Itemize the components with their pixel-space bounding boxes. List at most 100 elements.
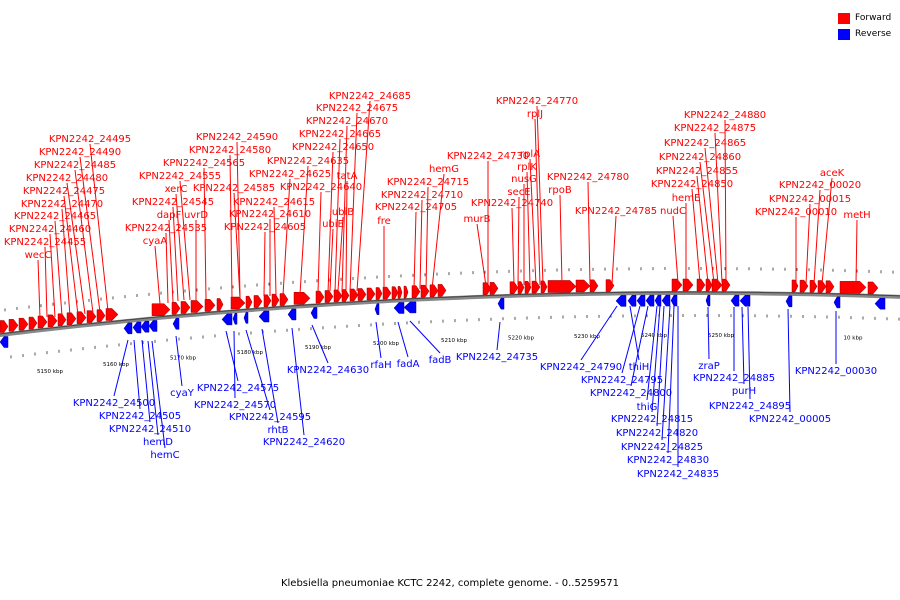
forward-gene-arrow: [671, 278, 683, 292]
forward-label-leader: [273, 206, 277, 296]
forward-gene-arrow: [809, 280, 818, 293]
reverse-label-leader: [375, 321, 382, 359]
forward-gene-label: uvrD: [184, 210, 208, 221]
forward-label-leader: [327, 151, 334, 294]
forward-gene-arrow: [204, 299, 216, 312]
reverse-gene-label: KPN2242_00030: [795, 366, 877, 377]
forward-gene-arrow: [279, 293, 289, 306]
forward-label-leader: [341, 125, 348, 293]
reverse-gene-label: KPN2242_24790: [540, 362, 622, 373]
reverse-gene-label: KPN2242_24620: [263, 437, 345, 448]
forward-gene-label: KPN2242_24545: [132, 197, 214, 208]
scale-label: 5170 kbp: [170, 356, 196, 362]
forward-gene-arrow: [66, 312, 77, 325]
forward-label-leader: [165, 232, 169, 304]
forward-label-leader: [349, 112, 358, 293]
forward-label-leader: [511, 207, 515, 286]
forward-gene-label: KPN2242_24685: [329, 91, 411, 102]
forward-gene-label: nusG: [511, 174, 537, 185]
reverse-gene-label: thiH: [629, 362, 650, 373]
scale-label: 5200 kbp: [373, 341, 399, 347]
reverse-gene-arrow: [132, 321, 142, 334]
forward-gene-arrow: [817, 280, 827, 293]
forward-gene-label: KPN2242_24465: [14, 211, 96, 222]
forward-gene-arrow: [509, 281, 519, 294]
strand-legend: Forward Reverse: [838, 10, 891, 42]
forward-label-leader: [79, 156, 101, 313]
forward-gene-label: KPN2242_24495: [49, 134, 131, 145]
reverse-gene-arrow: [243, 312, 249, 324]
forward-gene-arrow: [271, 293, 280, 307]
reverse-label-leader: [175, 335, 183, 387]
forward-label-leader: [63, 195, 79, 316]
reverse-gene-label: thiG: [637, 402, 658, 413]
forward-gene-arrow: [0, 320, 9, 333]
forward-label-leader: [559, 194, 563, 285]
forward-label-leader: [229, 154, 233, 299]
reverse-gene-arrow: [393, 302, 405, 314]
reverse-label-leader: [651, 305, 661, 413]
reverse-gene-arrow: [497, 297, 505, 310]
reverse-label-leader: [291, 327, 305, 436]
reverse-gene-arrow: [287, 308, 297, 321]
forward-gene-label: KPN2242_24770: [496, 96, 578, 107]
map-caption: Klebsiella pneumoniae KCTC 2242, complet…: [280, 578, 620, 589]
forward-gene-arrow: [315, 290, 325, 304]
reverse-gene-label: KPN2242_24825: [621, 442, 703, 453]
reverse-label-leader: [496, 321, 501, 351]
reverse-gene-label: KPN2242_24500: [73, 398, 155, 409]
forward-gene-label: fre: [377, 216, 391, 227]
reverse-gene-arrow: [232, 313, 238, 325]
forward-gene-label: hemE: [672, 193, 701, 204]
forward-label-leader: [813, 189, 821, 285]
forward-gene-arrow: [96, 309, 106, 322]
forward-gene-label: KPN2242_24670: [306, 116, 388, 127]
forward-gene-label: KPN2242_24565: [163, 158, 245, 169]
forward-gene-arrow: [76, 311, 87, 324]
reverse-gene-label: KPN2242_24885: [693, 373, 775, 384]
reverse-label-leader: [656, 305, 665, 427]
forward-label-leader: [74, 169, 94, 314]
reverse-label-leader: [245, 329, 271, 411]
forward-gene-arrow: [489, 282, 499, 295]
forward-label-leader: [61, 208, 71, 317]
reverse-label-leader: [141, 339, 151, 423]
scale-label: 5210 kbp: [441, 338, 467, 344]
forward-label-leader: [587, 181, 591, 285]
forward-gene-arrow: [28, 316, 38, 330]
reverse-label-leader: [621, 305, 641, 374]
reverse-gene-arrow: [221, 313, 233, 326]
forward-gene-label: KPN2242_24460: [9, 224, 91, 235]
forward-gene-label: KPN2242_24640: [280, 182, 362, 193]
scale-label: 10 kbp: [844, 335, 863, 341]
forward-gene-arrow: [540, 280, 548, 294]
reverse-gene-arrow: [374, 303, 380, 315]
reverse-label-leader: [147, 340, 159, 436]
forward-gene-arrow: [403, 285, 409, 299]
forward-gene-arrow: [547, 280, 577, 293]
forward-gene-label: KPN2242_24580: [189, 145, 271, 156]
forward-gene-arrow: [366, 287, 376, 301]
forward-gene-label: nudC: [660, 206, 686, 217]
reverse-label-leader: [787, 308, 791, 413]
reverse-label-leader: [397, 321, 409, 358]
reverse-gene-label: hemC: [150, 450, 179, 461]
reverse-label-leader: [113, 339, 129, 397]
reverse-label-leader: [707, 306, 710, 360]
forward-gene-label: KPN2242_24455: [4, 237, 86, 248]
forward-label-leader: [54, 220, 63, 317]
forward-gene-arrow: [105, 308, 119, 321]
forward-gene-label: ubiE: [322, 219, 344, 230]
forward-label-leader: [413, 211, 417, 290]
reverse-gene-label: hemD: [143, 437, 173, 448]
reverse-gene-arrow: [730, 294, 740, 307]
reverse-gene-arrow: [739, 295, 751, 307]
forward-gene-label: KPN2242_24475: [23, 186, 105, 197]
forward-gene-label: KPN2242_24865: [664, 138, 746, 149]
forward-gene-arrow: [799, 279, 809, 293]
forward-label: Forward: [855, 13, 892, 23]
reverse-gene-arrow: [670, 294, 678, 307]
forward-label-leader: [821, 177, 833, 285]
forward-gene-label: metH: [843, 210, 870, 221]
forward-gene-arrow: [333, 289, 343, 303]
